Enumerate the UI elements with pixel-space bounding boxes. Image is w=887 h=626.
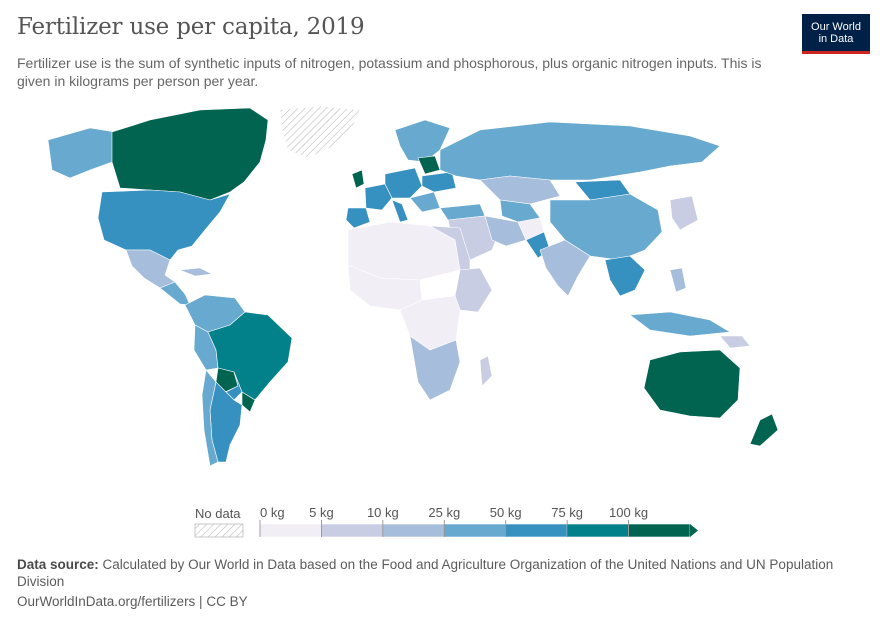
- region-southeast-asia[interactable]: [604, 255, 646, 297]
- legend-tick-label: 25 kg: [428, 505, 460, 520]
- map-legend: No data 0 kg 5 kg 10 kg 25 kg 50 kg 75 kg 100 …: [194, 505, 698, 538]
- source-label: Data source:: [17, 557, 99, 572]
- legend-tick-label: 50 kg: [490, 505, 522, 520]
- legend-tick-label: 5 kg: [309, 505, 334, 520]
- region-usa[interactable]: [97, 189, 231, 261]
- legend-bin-0[interactable]: [259, 523, 322, 538]
- region-central-europe[interactable]: [384, 167, 423, 199]
- region-iberia[interactable]: [345, 207, 371, 229]
- region-uk[interactable]: [351, 169, 365, 189]
- region-russia[interactable]: [439, 121, 721, 181]
- region-balkans[interactable]: [409, 191, 441, 213]
- legend-bin-3[interactable]: [443, 523, 507, 538]
- chart-title: Fertilizer use per capita, 2019: [17, 14, 365, 40]
- region-greenland[interactable]: [279, 105, 361, 159]
- region-australia[interactable]: [643, 349, 741, 419]
- footer: Data source: Calculated by Our World in …: [17, 556, 877, 610]
- world-map: [47, 105, 779, 467]
- source-url-link[interactable]: OurWorldInData.org/fertilizers | CC BY: [17, 594, 248, 609]
- legend-bin-6[interactable]: [628, 523, 691, 538]
- legend-bin-2[interactable]: [382, 523, 445, 538]
- region-new-zealand[interactable]: [749, 413, 779, 447]
- legend-no-data-swatch: [194, 523, 244, 538]
- region-belarus[interactable]: [417, 155, 441, 175]
- region-korea-japan[interactable]: [669, 195, 699, 231]
- legend-tick-label: 100 kg: [609, 505, 648, 520]
- legend-bin-5[interactable]: [566, 523, 629, 538]
- region-india[interactable]: [539, 239, 591, 297]
- region-italy[interactable]: [391, 199, 409, 223]
- region-canada[interactable]: [111, 107, 269, 201]
- region-uruguay[interactable]: [241, 391, 256, 413]
- region-indonesia[interactable]: [629, 311, 731, 337]
- legend-tick-label: 10 kg: [367, 505, 399, 520]
- region-east-africa[interactable]: [454, 267, 493, 313]
- legend-no-data-label: No data: [195, 506, 241, 521]
- legend-bin-1[interactable]: [321, 523, 384, 538]
- chart-subtitle: Fertilizer use is the sum of synthetic i…: [17, 55, 762, 89]
- region-alaska[interactable]: [47, 127, 116, 179]
- legend-tick-label: 0 kg: [260, 505, 285, 520]
- owid-logo[interactable]: Our World in Data: [802, 14, 870, 54]
- logo-line-1: Our World: [811, 21, 861, 33]
- region-france[interactable]: [364, 183, 393, 211]
- legend-bin-4[interactable]: [505, 523, 568, 538]
- region-central-asia[interactable]: [499, 199, 541, 223]
- legend-bins: 0 kg 5 kg 10 kg 25 kg 50 kg 75 kg 100 kg: [259, 505, 698, 538]
- region-png[interactable]: [719, 335, 751, 349]
- legend-tick-label: 75 kg: [551, 505, 583, 520]
- legend-arrow: [690, 524, 698, 537]
- region-southern-africa[interactable]: [409, 335, 461, 401]
- region-philippines[interactable]: [669, 267, 687, 293]
- region-cuba[interactable]: [179, 267, 214, 277]
- region-chile[interactable]: [201, 369, 219, 467]
- region-iran[interactable]: [484, 215, 527, 247]
- source-text: Calculated by Our World in Data based on…: [17, 557, 834, 589]
- region-china[interactable]: [549, 193, 663, 261]
- region-ukraine[interactable]: [421, 171, 457, 193]
- region-madagascar[interactable]: [479, 355, 493, 387]
- logo-line-2: in Data: [818, 33, 854, 45]
- region-kazakhstan[interactable]: [479, 175, 561, 205]
